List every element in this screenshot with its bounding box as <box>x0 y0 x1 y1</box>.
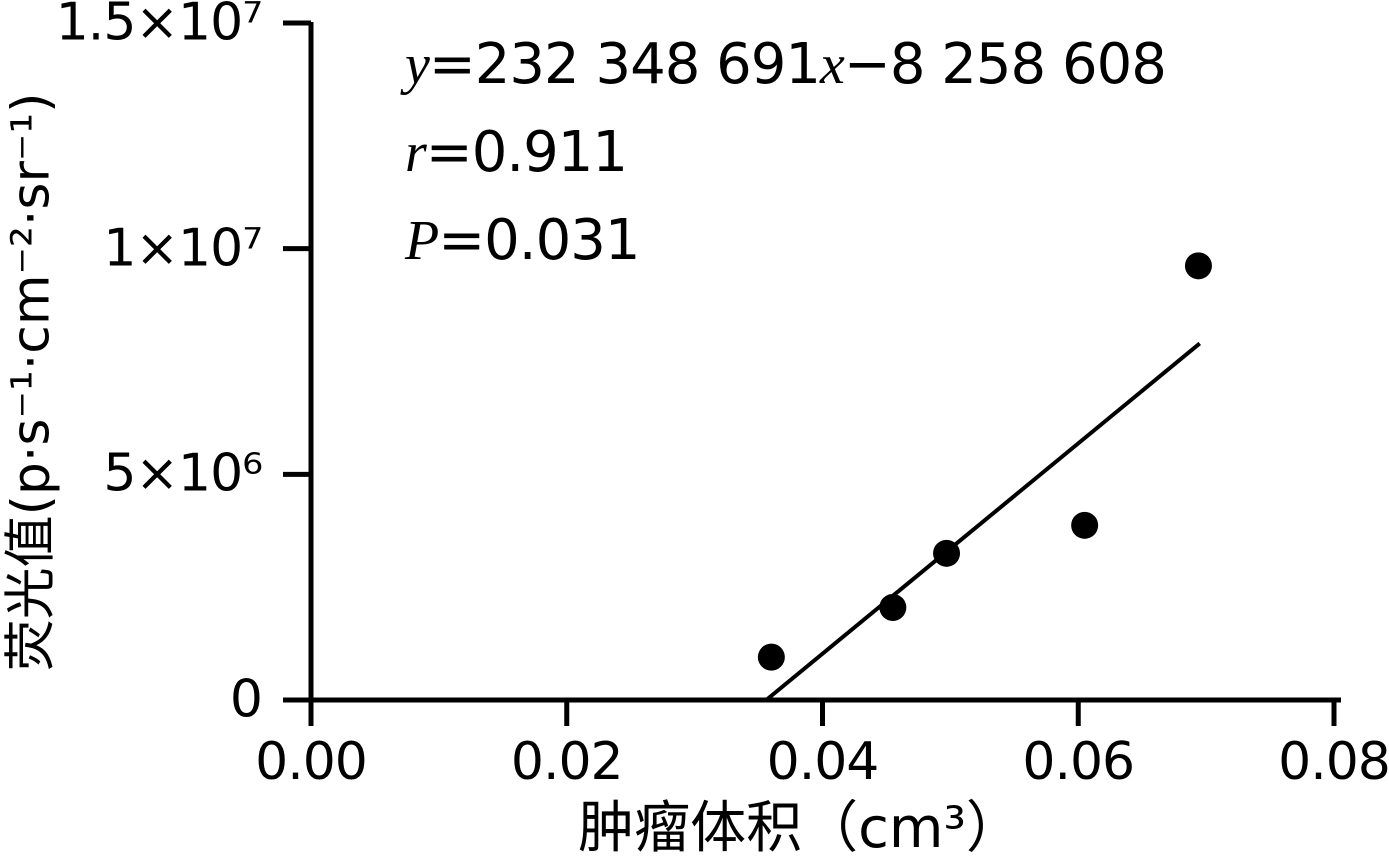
x-tick-label: 0.04 <box>766 732 880 792</box>
x-axis-title: 肿瘤体积（cm³） <box>578 796 1022 861</box>
r-var: r <box>405 122 427 184</box>
p-value-text: =0.031 <box>438 208 640 273</box>
r-value: =0.911 <box>425 120 628 185</box>
x-tick-label: 0.00 <box>255 732 368 792</box>
trend-line <box>764 341 1202 702</box>
y-tick-label: 1×10⁷ <box>103 218 263 279</box>
x-tick-label: 0.08 <box>1278 732 1389 792</box>
data-point <box>933 539 961 567</box>
p-var: P <box>405 210 439 272</box>
y-tick-label: 0 <box>229 669 263 730</box>
equation-intercept: −8 258 608 <box>843 32 1167 97</box>
data-point <box>1071 511 1099 539</box>
regression-equation: y=232 348 691x−8 258 608 <box>405 34 1167 96</box>
equation-var-x: x <box>820 34 845 96</box>
data-point <box>1184 252 1212 280</box>
equation-slope: =232 348 691 <box>428 32 821 97</box>
data-point <box>757 643 785 671</box>
x-tick-label: 0.06 <box>1022 732 1135 792</box>
y-tick-label: 5×10⁶ <box>103 443 263 504</box>
p-value: P=0.031 <box>405 210 640 272</box>
x-tick-label: 0.02 <box>510 732 624 792</box>
y-tick-label: 1.5×10⁷ <box>55 0 263 53</box>
correlation-coefficient: r=0.911 <box>405 122 628 184</box>
data-point <box>879 593 907 621</box>
equation-var-y: y <box>405 34 430 96</box>
y-axis-title: 荧光值(p·s⁻¹·cm⁻²·sr⁻¹) <box>1 92 62 672</box>
